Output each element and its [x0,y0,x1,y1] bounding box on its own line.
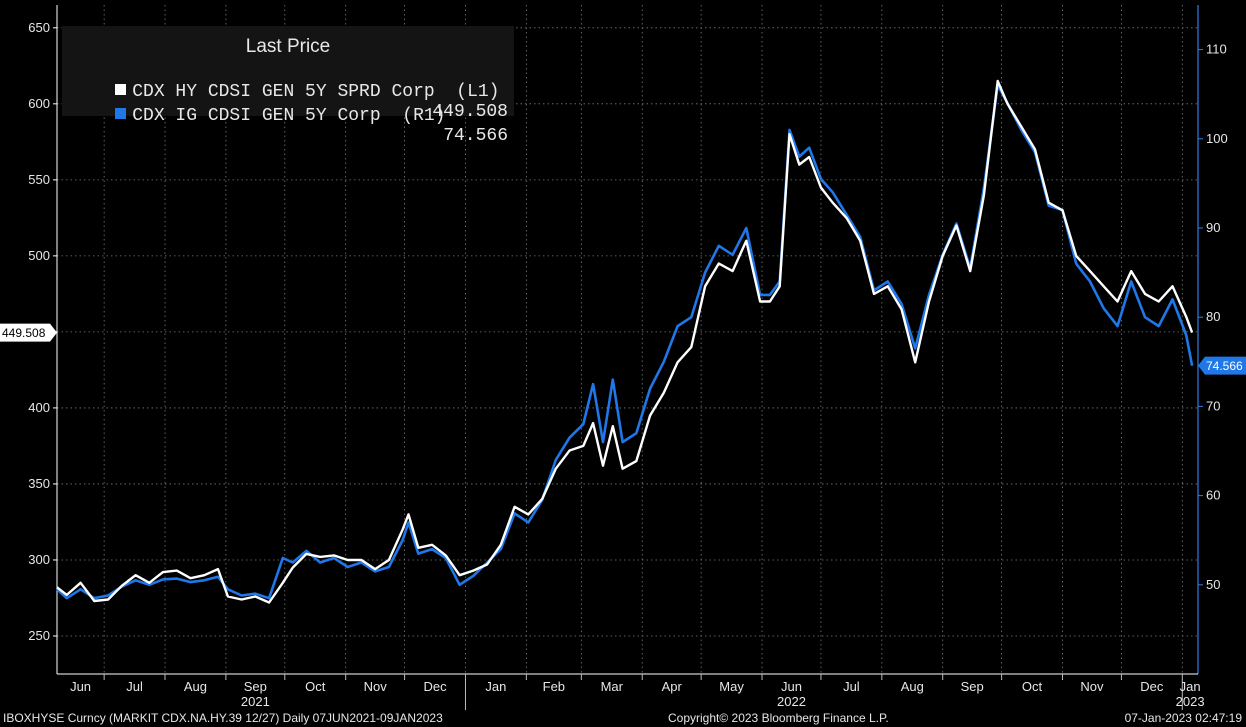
legend: Last Price CDX HY CDSI GEN 5Y SPRD Corp … [62,26,514,146]
x-axis-month-label: Sep [244,679,267,694]
x-axis-month-label: Nov [364,679,388,694]
x-axis-month-label: Oct [1022,679,1043,694]
left-axis-tick-label: 500 [28,248,50,263]
legend-swatch-ig [115,108,127,119]
x-axis-month-label: Aug [184,679,207,694]
legend-axis-hy: (L1) [456,82,500,102]
legend-axis-ig: (R1) [402,106,446,126]
series-lines [56,79,1194,604]
x-axis-month-label: May [719,679,744,694]
x-axis-month-label: Nov [1080,679,1104,694]
x-axis-year-label: 2021 [241,694,270,709]
legend-title: Last Price [245,36,331,57]
x-axis-month-label: Mar [601,679,624,694]
series-line-cdx-hy [56,79,1194,604]
x-axis-month-label: Oct [305,679,326,694]
right-axis-tick-label: 100 [1206,131,1228,146]
x-axis-month-label: Aug [901,679,924,694]
grid-lines [57,5,1198,674]
left-axis-tick-label: 650 [28,20,50,35]
x-axis-month-label: Jul [843,679,860,694]
last-value-label-right: 74.566 [1206,359,1243,373]
x-axis-month-label: Jul [126,679,143,694]
right-axis-tick-label: 90 [1206,220,1220,235]
footer-security-info: IBOXHYSE Curncy (MARKIT CDX.NA.HY.39 12/… [3,711,443,725]
x-axis-month-label: Apr [662,679,683,694]
legend-label-hy: CDX HY CDSI GEN 5Y SPRD Corp [132,82,435,102]
x-axis-month-label: Jun [781,679,802,694]
x-axis-month-label: Dec [423,679,447,694]
x-axis-year-label: 2023 [1176,694,1205,709]
last-value-tag-left [0,323,57,342]
legend-item-ig: CDX IG CDSI GEN 5Y Corp (R1) 74.566 [72,86,508,166]
last-value-label-left: 449.508 [2,326,46,340]
last-value-tag-right [1198,356,1246,375]
x-axis-year-label: 2022 [777,694,806,709]
footer-copyright: Copyright© 2023 Bloomberg Finance L.P. [668,711,889,725]
x-axis-month-label: Jun [70,679,91,694]
right-axis-tick-label: 110 [1206,42,1227,57]
right-axis-tick-label: 70 [1206,398,1220,413]
legend-value-hy: 449.508 [432,102,508,122]
x-axis-month-label: Dec [1140,679,1164,694]
legend-item-hy: CDX HY CDSI GEN 5Y SPRD Corp (L1) 449.50… [72,62,508,142]
left-axis-tick-label: 300 [28,552,50,567]
x-axis-month-label: Jan [485,679,506,694]
legend-value-ig: 74.566 [443,126,508,146]
legend-label-ig: CDX IG CDSI GEN 5Y Corp [132,106,381,126]
left-axis-tick-label: 250 [28,628,50,643]
footer-timestamp: 07-Jan-2023 02:47:19 [1124,711,1242,725]
axis-labels: 2503003504004505005506006505060708090100… [0,20,1246,709]
left-axis-tick-label: 350 [28,476,50,491]
left-axis-tick-label: 400 [28,400,50,415]
right-axis-tick-label: 60 [1206,488,1220,503]
right-axis-tick-label: 80 [1206,309,1220,324]
x-axis-month-label: Feb [543,679,565,694]
x-axis-month-label: Jan [1180,679,1201,694]
left-axis-tick-label: 600 [28,96,50,111]
right-axis-tick-label: 50 [1206,577,1220,592]
left-axis-tick-label: 550 [28,172,50,187]
legend-swatch-hy [115,84,127,95]
x-axis-month-label: Sep [961,679,984,694]
